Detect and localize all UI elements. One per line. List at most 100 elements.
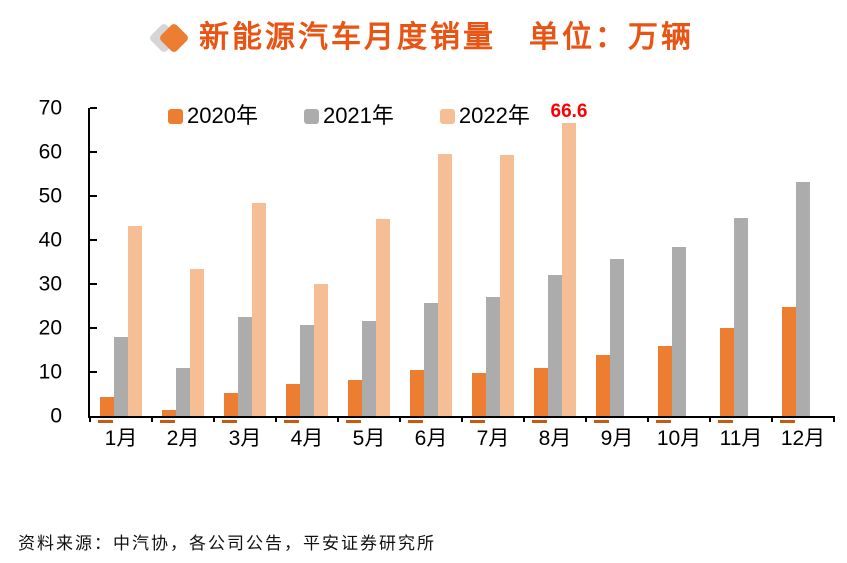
y-axis-tick-mark	[90, 327, 97, 330]
y-axis-tick-label: 40	[38, 228, 62, 252]
legend-item-2022: 2022年	[439, 103, 530, 128]
x-axis-label-12月: 12月	[780, 427, 826, 450]
x-axis-tick-mark	[647, 416, 649, 422]
legend-label: 2020年	[187, 103, 258, 128]
chart-legend: 2020年 2021年 2022年	[168, 105, 530, 127]
bar-group-12月	[772, 108, 834, 424]
bar-2021年-2月	[176, 367, 190, 416]
bar-2021年-1月	[114, 337, 128, 416]
x-axis-label-11月: 11月	[719, 427, 763, 450]
bar-2020年-3月	[222, 392, 238, 424]
bar-group-7月	[462, 108, 524, 424]
legend-marker	[168, 108, 183, 124]
bar-group-11月	[710, 108, 772, 423]
bar-2021年-6月	[424, 303, 438, 416]
bar-2020年-9月	[594, 355, 610, 423]
bar-2022年-3月	[252, 203, 266, 416]
bar-2021年-4月	[300, 325, 314, 416]
bar-2020年-6月	[408, 370, 424, 423]
y-axis-tick-label: 70	[38, 96, 62, 120]
x-axis-tick-mark	[336, 416, 339, 422]
y-axis-tick-label: 20	[38, 316, 62, 340]
bar-2021年-7月	[486, 296, 500, 416]
bar-group-2月	[152, 108, 214, 423]
bar-2020年-7月	[470, 372, 486, 424]
bar-2022年-8月: 66.6	[551, 102, 587, 416]
y-axis-tick-mark	[90, 283, 97, 285]
bar-group-6月	[400, 108, 462, 423]
y-axis-tick-label: 60	[38, 140, 62, 164]
bar-2022年-1月	[128, 226, 142, 416]
chart-title-row: 新能源汽车月度销量 单位：万辆	[0, 16, 847, 60]
bar-group-8月: 66.6	[524, 102, 587, 423]
bar-2021年-9月	[610, 258, 624, 416]
x-axis-label-2月: 2月	[166, 427, 200, 450]
plot-area: 0 10 20 30 40 50 60 70 1月 2月 3月 4月 5月 6月 7月 66.6 8月 9月 10月…	[39, 98, 835, 449]
y-axis-tick-label: 0	[50, 404, 62, 428]
x-axis-label-1月: 1月	[104, 427, 138, 450]
bar-2020年-5月	[346, 379, 362, 424]
x-axis-label-7月: 7月	[476, 427, 510, 450]
bar-group-3月	[214, 108, 276, 424]
bar-2021年-3月	[238, 316, 252, 416]
x-axis-label-10月: 10月	[656, 427, 702, 450]
bar-group-5月	[338, 108, 400, 424]
bar-2020年-11月	[718, 328, 734, 423]
legend-marker	[439, 108, 455, 124]
bar-2020年-8月	[532, 368, 548, 423]
x-axis-tick-mark	[833, 416, 835, 422]
x-axis-label-3月: 3月	[228, 427, 262, 450]
bar-2021年-5月	[362, 320, 376, 416]
legend-item-2021: 2021年	[303, 103, 394, 128]
x-axis-tick-mark	[709, 416, 711, 422]
bar-2022年-2月	[190, 269, 204, 416]
bar-2021年-12月	[796, 182, 810, 416]
y-axis-tick-label: 50	[38, 184, 62, 208]
x-axis-label-5月: 5月	[352, 427, 386, 450]
x-axis-tick-mark	[523, 416, 525, 422]
bar-2022年-4月	[314, 284, 328, 416]
x-axis-label-8月: 8月	[538, 427, 572, 450]
y-axis-tick-mark	[90, 195, 97, 197]
x-axis-tick-mark	[399, 416, 401, 422]
legend-label: 2022年	[458, 103, 530, 128]
x-axis-tick-mark	[771, 416, 773, 422]
bar-group-10月	[648, 108, 710, 424]
y-axis-tick-mark	[90, 371, 97, 374]
bar-2020年-1月	[98, 396, 114, 424]
y-axis-tick-label: 10	[38, 360, 62, 384]
legend-item-2020: 2020年	[168, 105, 258, 127]
bar-group-4月	[276, 108, 338, 423]
bar-2022年-7月	[500, 155, 514, 416]
x-axis-tick-mark	[150, 416, 153, 422]
bar-group-9月	[586, 108, 648, 423]
bar-2021年-10月	[672, 247, 686, 416]
x-axis-tick-mark	[212, 416, 215, 422]
data-label: 66.6	[550, 100, 588, 122]
bar-2020年-12月	[780, 306, 796, 424]
legend-marker	[303, 108, 319, 124]
x-axis-label-9月: 9月	[600, 427, 634, 450]
y-axis-tick-label: 30	[38, 272, 62, 296]
y-axis-tick-mark	[90, 239, 97, 242]
bar-group-1月	[90, 108, 152, 424]
x-axis-tick-mark	[275, 416, 277, 422]
x-axis-tick-mark	[461, 416, 463, 422]
x-axis-tick-mark	[584, 416, 587, 422]
source-note: 资料来源：中汽协，各公司公告，平安证券研究所	[18, 534, 436, 553]
bar-2021年-11月	[734, 218, 748, 416]
x-axis-label-4月: 4月	[290, 427, 324, 450]
bar-2021年-8月	[548, 274, 562, 416]
bar-2022年-6月	[438, 153, 452, 416]
legend-label: 2021年	[322, 103, 394, 128]
bar-2020年-10月	[656, 345, 672, 424]
x-axis-label-6月: 6月	[414, 427, 448, 450]
y-axis-tick-mark	[90, 151, 97, 153]
bar-2022年-5月	[376, 219, 390, 416]
chart-title: 新能源汽车月度销量 单位：万辆	[199, 21, 694, 54]
bar-2020年-2月	[160, 410, 176, 423]
x-axis-tick-mark	[89, 416, 91, 422]
y-axis-tick-mark	[90, 107, 97, 109]
bar-2020年-4月	[284, 384, 300, 423]
